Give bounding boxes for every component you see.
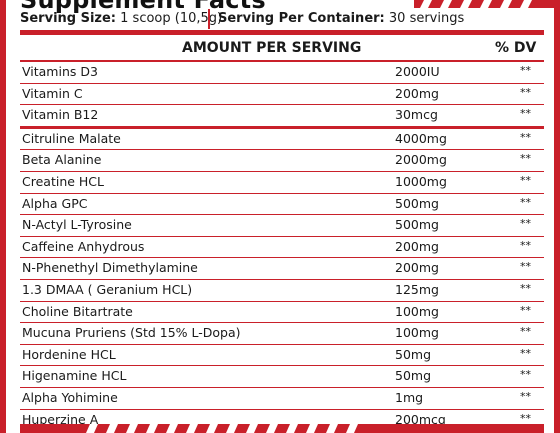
nutrient-dv: ** bbox=[520, 346, 531, 360]
serving-size-label: Serving Size: bbox=[20, 11, 117, 26]
nutrient-name: Vitamins D3 bbox=[22, 64, 98, 79]
nutrient-name: Mucuna Pruriens (Std 15% L-Dopa) bbox=[22, 325, 241, 341]
servings-label: Serving Per Container: bbox=[218, 11, 385, 26]
nutrient-name: Citruline Malate bbox=[22, 130, 121, 146]
dv-column-header: % DV bbox=[495, 40, 537, 56]
nutrient-dv: ** bbox=[520, 389, 531, 403]
nutrient-amount: 200mcg bbox=[395, 411, 446, 427]
table-row: Creatine HCL 1000mg ** bbox=[20, 172, 544, 194]
amount-column-header: AMOUNT PER SERVING bbox=[182, 40, 362, 56]
nutrient-dv: ** bbox=[520, 238, 531, 252]
table-row: Mucuna Pruriens (Std 15% L-Dopa) 100mg ** bbox=[20, 323, 544, 345]
nutrient-amount: 500mg bbox=[395, 195, 439, 211]
table-row: 1.3 DMAA ( Geranium HCL) 125mg ** bbox=[20, 280, 544, 302]
header-rule bbox=[20, 30, 544, 35]
nutrient-amount: 100mg bbox=[395, 325, 439, 341]
table-row: Hordenine HCL 50mg ** bbox=[20, 345, 544, 367]
right-border bbox=[554, 0, 560, 433]
header-underline bbox=[20, 60, 544, 62]
nutrient-name: Alpha GPC bbox=[22, 195, 88, 211]
nutrient-amount: 200mg bbox=[395, 260, 439, 276]
nutrient-amount: 1mg bbox=[395, 389, 424, 405]
left-border bbox=[0, 0, 6, 433]
nutrient-name: Vitamin B12 bbox=[22, 107, 99, 123]
table-row: Citruline Malate 4000mg ** bbox=[20, 129, 544, 151]
nutrient-table: Vitamins D3 2000IU ** Vitamin C 200mg ** Vit… bbox=[20, 62, 544, 432]
nutrient-dv: ** bbox=[520, 217, 531, 231]
table-row: Vitamin B12 30mcg ** bbox=[20, 105, 544, 129]
nutrient-amount: 50mg bbox=[395, 368, 432, 384]
nutrient-dv: ** bbox=[520, 173, 531, 187]
nutrient-name: Creatine HCL bbox=[22, 173, 104, 189]
serving-divider bbox=[208, 9, 210, 29]
nutrient-amount: 2000mg bbox=[395, 152, 447, 168]
nutrient-name: Alpha Yohimine bbox=[22, 389, 118, 405]
nutrient-amount: 100mg bbox=[395, 303, 439, 319]
nutrient-amount: 50mg bbox=[395, 346, 432, 362]
nutrient-dv: ** bbox=[520, 107, 531, 121]
corner-stripe-decoration bbox=[414, 0, 554, 8]
nutrient-dv: ** bbox=[520, 152, 531, 166]
table-row: Vitamins D3 2000IU ** bbox=[20, 62, 544, 84]
table-row: Caffeine Anhydrous 200mg ** bbox=[20, 237, 544, 259]
nutrient-name: Huperzine A bbox=[22, 411, 99, 427]
bottom-stripe-decoration bbox=[20, 424, 544, 433]
nutrient-amount: 200mg bbox=[395, 85, 439, 101]
nutrient-dv: ** bbox=[520, 368, 531, 382]
nutrient-amount: 500mg bbox=[395, 217, 439, 233]
nutrient-dv: ** bbox=[520, 281, 531, 295]
nutrient-name: Beta Alanine bbox=[22, 152, 102, 168]
nutrient-dv: ** bbox=[520, 325, 531, 339]
nutrient-dv: ** bbox=[520, 303, 531, 317]
table-row: Higenamine HCL 50mg ** bbox=[20, 366, 544, 388]
nutrient-name: Choline Bitartrate bbox=[22, 303, 133, 319]
nutrient-amount: 125mg bbox=[395, 281, 439, 297]
servings-value: 30 servings bbox=[388, 11, 465, 26]
table-row: Choline Bitartrate 100mg ** bbox=[20, 302, 544, 324]
nutrient-name: Caffeine Anhydrous bbox=[22, 238, 145, 254]
nutrient-dv: ** bbox=[520, 64, 531, 77]
nutrient-name: N-Phenethyl Dimethylamine bbox=[22, 260, 198, 276]
nutrient-amount: 2000IU bbox=[395, 64, 440, 79]
nutrient-name: Vitamin C bbox=[22, 85, 83, 101]
nutrient-name: 1.3 DMAA ( Geranium HCL) bbox=[22, 281, 193, 297]
table-header: AMOUNT PER SERVING % DV bbox=[20, 36, 544, 60]
nutrient-dv: ** bbox=[520, 85, 531, 99]
table-row: Vitamin C 200mg ** bbox=[20, 84, 544, 106]
panel-title: Supplement Facts bbox=[20, 0, 266, 14]
nutrient-dv: ** bbox=[520, 411, 531, 425]
table-row: N-Phenethyl Dimethylamine 200mg ** bbox=[20, 258, 544, 280]
table-row: N-Actyl L-Tyrosine 500mg ** bbox=[20, 215, 544, 237]
table-row: Beta Alanine 2000mg ** bbox=[20, 150, 544, 172]
table-row: Alpha GPC 500mg ** bbox=[20, 194, 544, 216]
serving-info: Serving Size: 1 scoop (10,5g) Serving Pe… bbox=[20, 9, 540, 29]
nutrient-dv: ** bbox=[520, 130, 531, 144]
nutrient-name: Higenamine HCL bbox=[22, 368, 127, 384]
nutrient-dv: ** bbox=[520, 195, 531, 209]
nutrient-name: Hordenine HCL bbox=[22, 346, 116, 362]
nutrient-amount: 4000mg bbox=[395, 130, 447, 146]
table-row: Alpha Yohimine 1mg ** bbox=[20, 388, 544, 410]
nutrient-dv: ** bbox=[520, 260, 531, 274]
nutrient-amount: 200mg bbox=[395, 238, 439, 254]
nutrient-amount: 30mcg bbox=[395, 107, 438, 123]
serving-size-value: 1 scoop (10,5g) bbox=[120, 11, 223, 26]
nutrient-amount: 1000mg bbox=[395, 173, 447, 189]
nutrient-name: N-Actyl L-Tyrosine bbox=[22, 217, 132, 233]
